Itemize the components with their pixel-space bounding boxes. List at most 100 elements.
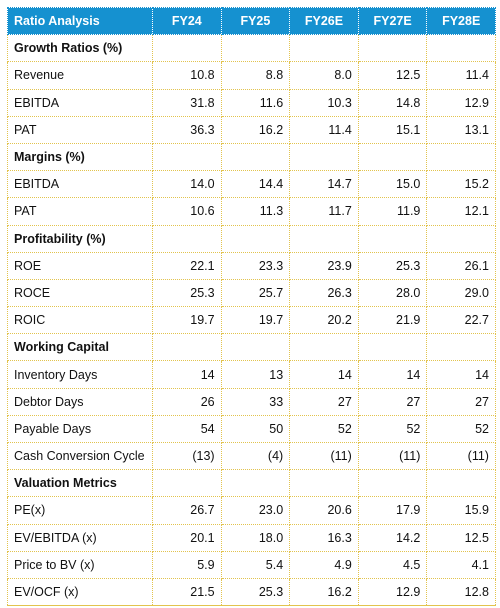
empty-cell (426, 333, 496, 362)
value-cell: 20.6 (289, 496, 359, 525)
row-label: PE(x) (7, 496, 153, 525)
row-label: PAT (7, 197, 153, 226)
empty-cell (152, 34, 222, 63)
value-cell: 10.8 (152, 61, 222, 90)
value-cell: 16.2 (289, 577, 359, 607)
table-row: PAT 36.3 16.2 11.4 15.1 13.1 (7, 115, 496, 144)
table-row: PAT 10.6 11.3 11.7 11.9 12.1 (7, 197, 496, 226)
empty-cell (357, 142, 428, 172)
value-cell: 14.8 (357, 88, 428, 117)
table-row: Price to BV (x) 5.9 5.4 4.9 4.5 4.1 (7, 550, 496, 579)
row-label: Payable Days (7, 414, 153, 444)
value-cell: 14.0 (152, 170, 222, 199)
table-row: ROCE 25.3 25.7 26.3 28.0 29.0 (7, 278, 496, 308)
empty-cell (357, 224, 428, 253)
table-row: EV/OCF (x) 21.5 25.3 16.2 12.9 12.8 (7, 577, 496, 607)
value-cell: 13 (220, 360, 291, 389)
value-cell: 5.4 (220, 550, 291, 579)
table-row: Debtor Days 26 33 27 27 27 (7, 387, 496, 416)
empty-cell (152, 333, 222, 362)
value-cell: 26.1 (426, 251, 496, 280)
empty-cell (426, 34, 496, 63)
empty-cell (220, 469, 291, 498)
table-title: Ratio Analysis (7, 6, 153, 36)
header-row: Ratio Analysis FY24 FY25 FY26E FY27E FY2… (7, 6, 496, 36)
empty-cell (357, 469, 428, 498)
value-cell: 22.7 (426, 306, 496, 335)
value-cell: 31.8 (152, 88, 222, 117)
empty-cell (220, 224, 291, 253)
empty-cell (426, 224, 496, 253)
value-cell: 36.3 (152, 115, 222, 144)
empty-cell (426, 469, 496, 498)
value-cell: 17.9 (357, 496, 428, 525)
value-cell: 11.3 (220, 197, 291, 226)
table-row: Revenue 10.8 8.8 8.0 12.5 11.4 (7, 61, 496, 90)
row-label: PAT (7, 115, 153, 144)
value-cell: 14.2 (357, 523, 428, 552)
value-cell: 15.0 (357, 170, 428, 199)
table-row: Cash Conversion Cycle (13) (4) (11) (11) (11) (7, 441, 496, 471)
value-cell: (11) (426, 441, 496, 471)
row-label: EV/EBITDA (x) (7, 523, 153, 552)
value-cell: 21.5 (152, 577, 222, 607)
row-label: ROIC (7, 306, 153, 335)
value-cell: 10.6 (152, 197, 222, 226)
column-header: FY25 (220, 6, 291, 36)
value-cell: 54 (152, 414, 222, 444)
value-cell: 4.5 (357, 550, 428, 579)
table-row: Payable Days 54 50 52 52 52 (7, 414, 496, 444)
empty-cell (220, 142, 291, 172)
value-cell: 29.0 (426, 278, 496, 308)
value-cell: 12.9 (426, 88, 496, 117)
row-label: Inventory Days (7, 360, 153, 389)
empty-cell (357, 34, 428, 63)
value-cell: 4.1 (426, 550, 496, 579)
value-cell: (11) (289, 441, 359, 471)
row-label: Debtor Days (7, 387, 153, 416)
empty-cell (152, 142, 222, 172)
section-header-row: Profitability (%) (7, 224, 496, 253)
value-cell: 8.0 (289, 61, 359, 90)
empty-cell (220, 333, 291, 362)
value-cell: 33 (220, 387, 291, 416)
section-label: Valuation Metrics (7, 469, 153, 498)
column-header: FY26E (289, 6, 359, 36)
section-header-row: Valuation Metrics (7, 469, 496, 498)
row-label: EBITDA (7, 88, 153, 117)
empty-cell (289, 224, 359, 253)
value-cell: 18.0 (220, 523, 291, 552)
value-cell: (11) (357, 441, 428, 471)
empty-cell (426, 142, 496, 172)
section-label: Margins (%) (7, 142, 153, 172)
row-label: Revenue (7, 61, 153, 90)
value-cell: 25.7 (220, 278, 291, 308)
value-cell: 12.1 (426, 197, 496, 226)
table-row: EV/EBITDA (x) 20.1 18.0 16.3 14.2 12.5 (7, 523, 496, 552)
value-cell: 52 (357, 414, 428, 444)
value-cell: 19.7 (152, 306, 222, 335)
value-cell: 11.9 (357, 197, 428, 226)
value-cell: 15.2 (426, 170, 496, 199)
value-cell: 14.4 (220, 170, 291, 199)
row-label: EBITDA (7, 170, 153, 199)
row-label: Cash Conversion Cycle (7, 441, 153, 471)
value-cell: 21.9 (357, 306, 428, 335)
value-cell: 8.8 (220, 61, 291, 90)
ratio-analysis-table: Ratio Analysis FY24 FY25 FY26E FY27E FY2… (7, 6, 496, 607)
value-cell: 15.9 (426, 496, 496, 525)
value-cell: 5.9 (152, 550, 222, 579)
value-cell: 15.1 (357, 115, 428, 144)
value-cell: 23.3 (220, 251, 291, 280)
value-cell: 27 (357, 387, 428, 416)
value-cell: 14 (357, 360, 428, 389)
value-cell: 4.9 (289, 550, 359, 579)
value-cell: 52 (426, 414, 496, 444)
section-label: Working Capital (7, 333, 153, 362)
row-label: EV/OCF (x) (7, 577, 153, 607)
empty-cell (152, 224, 222, 253)
column-header: FY28E (426, 6, 496, 36)
value-cell: 11.6 (220, 88, 291, 117)
value-cell: 14 (289, 360, 359, 389)
value-cell: 22.1 (152, 251, 222, 280)
